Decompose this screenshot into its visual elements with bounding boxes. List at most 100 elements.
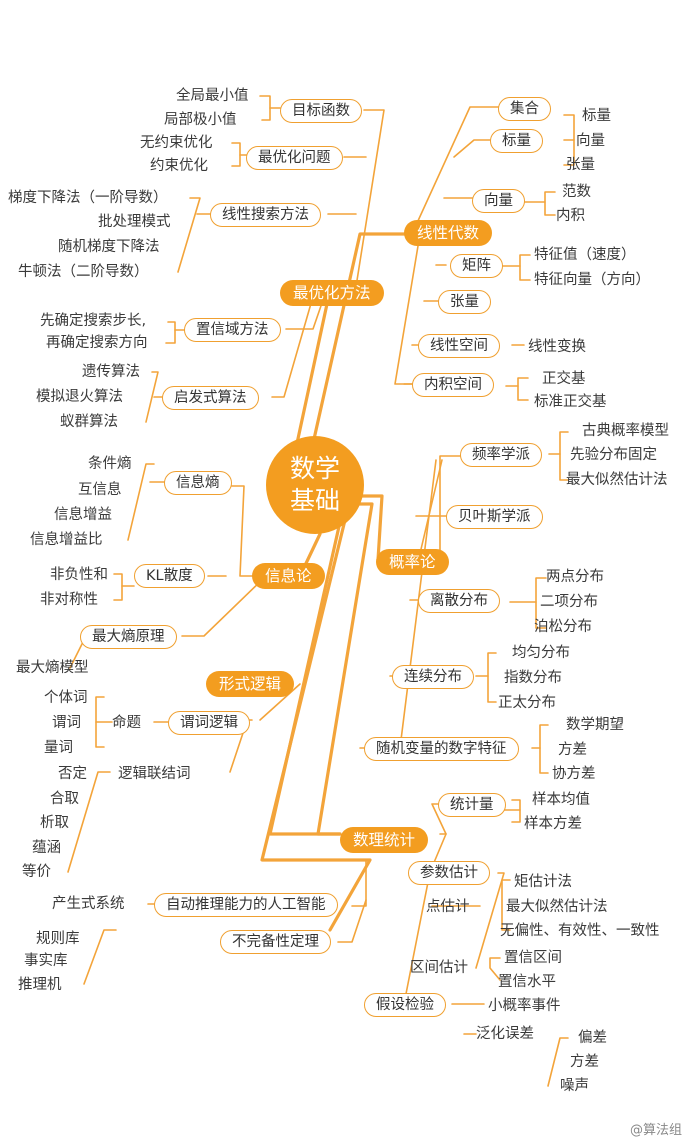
leaf-discrete-1: 两点分布: [546, 569, 604, 585]
node-point-estimation: 点估计: [426, 899, 470, 915]
leaf-problem-1: 无约束优化: [140, 135, 213, 151]
leaf-vector-2: 内积: [556, 208, 585, 224]
leaf-freq-2: 先验分布固定: [570, 447, 657, 463]
leaf-interval-1: 置信区间: [504, 950, 562, 966]
node-production-system: 产生式系统: [52, 896, 125, 912]
leaf-vector-1: 范数: [562, 184, 591, 200]
node-objective: 目标函数: [280, 99, 362, 123]
leaf-conn-5: 等价: [22, 864, 51, 880]
branch-linear-algebra: 线性代数: [404, 220, 493, 246]
leaf-discrete-2: 二项分布: [540, 594, 598, 610]
leaf-heuristic-3: 蚁群算法: [60, 414, 118, 430]
leaf-linear-transform: 线性变换: [528, 339, 586, 355]
node-vector: 向量: [472, 189, 525, 213]
leaf-point-1: 矩估计法: [514, 874, 572, 890]
leaf-point-3: 无偏性、有效性、一致性: [500, 923, 660, 939]
node-trust-region: 置信域方法: [184, 318, 281, 342]
node-incompleteness: 不完备性定理: [220, 930, 331, 954]
leaf-conn-2: 合取: [50, 791, 79, 807]
node-predicate-logic: 谓词逻辑: [168, 711, 250, 735]
leaf-matrix-1: 特征值（速度）: [534, 247, 636, 263]
center-node: 数学 基础: [266, 436, 364, 534]
leaf-features-1: 数学期望: [566, 717, 624, 733]
leaf-statistic-1: 样本均值: [532, 792, 590, 808]
node-statistic: 统计量: [438, 793, 506, 817]
node-heuristic: 启发式算法: [162, 386, 259, 410]
leaf-continuous-2: 指数分布: [504, 670, 562, 686]
node-connectives: 逻辑联结词: [118, 766, 191, 782]
leaf-hypothesis-2: 泛化误差: [476, 1026, 534, 1042]
leaf-scalar-3: 张量: [566, 157, 595, 173]
leaf-continuous-3: 正太分布: [498, 695, 556, 711]
node-numeric-features: 随机变量的数字特征: [364, 737, 519, 761]
leaf-heuristic-1: 遗传算法: [82, 364, 140, 380]
leaf-line-search-3: 随机梯度下降法: [58, 239, 160, 255]
node-param-estimation: 参数估计: [408, 861, 490, 885]
leaf-scalar-1: 标量: [582, 108, 611, 124]
leaf-objective-1: 全局最小值: [176, 88, 249, 104]
leaf-continuous-1: 均匀分布: [512, 645, 570, 661]
node-bayesian: 贝叶斯学派: [446, 505, 543, 529]
leaf-conn-1: 否定: [58, 766, 87, 782]
leaf-prop-2: 谓词: [52, 715, 81, 731]
branch-information-theory: 信息论: [252, 563, 325, 589]
leaf-features-3: 协方差: [552, 766, 596, 782]
node-max-entropy: 最大熵原理: [80, 625, 177, 649]
leaf-interval-2: 置信水平: [498, 974, 556, 990]
leaf-freq-3: 最大似然估计法: [566, 472, 668, 488]
leaf-matrix-2: 特征向量（方向）: [534, 272, 650, 288]
node-auto-reasoning: 自动推理能力的人工智能: [154, 893, 338, 917]
node-matrix: 矩阵: [450, 254, 503, 278]
node-opt-problem: 最优化问题: [246, 146, 343, 170]
node-proposition: 命题: [112, 715, 141, 731]
branch-optimization: 最优化方法: [280, 280, 384, 306]
leaf-conn-4: 蕴涵: [32, 840, 61, 856]
branch-formal-logic: 形式逻辑: [206, 671, 295, 697]
leaf-trust-1: 先确定搜索步长,: [40, 313, 147, 329]
leaf-inner-1: 正交基: [542, 371, 586, 387]
leaf-max-entropy-model: 最大熵模型: [16, 660, 89, 676]
center-label-1: 数学: [289, 454, 340, 483]
watermark: @算法组: [629, 1123, 682, 1138]
node-interval-estimation: 区间估计: [410, 960, 468, 976]
node-tensor: 张量: [438, 290, 491, 314]
node-scalar: 标量: [490, 129, 543, 153]
leaf-heuristic-2: 模拟退火算法: [36, 389, 123, 405]
leaf-discrete-3: 泊松分布: [534, 619, 592, 635]
node-inner-product-space: 内积空间: [412, 373, 494, 397]
leaf-prop-1: 个体词: [44, 690, 88, 706]
leaf-line-search-2: 批处理模式: [98, 214, 171, 230]
node-entropy: 信息熵: [164, 471, 232, 495]
leaf-error-2: 方差: [570, 1054, 599, 1070]
leaf-line-search-1: 梯度下降法（一阶导数）: [8, 190, 168, 206]
leaf-line-search-4: 牛顿法（二阶导数）: [18, 264, 149, 280]
center-label-2: 基础: [289, 486, 340, 515]
node-set: 集合: [498, 97, 551, 121]
leaf-scalar-2: 向量: [576, 133, 605, 149]
leaf-problem-2: 约束优化: [150, 158, 208, 174]
leaf-inner-2: 标准正交基: [534, 394, 607, 410]
leaf-entropy-3: 信息增益: [54, 507, 112, 523]
leaf-freq-1: 古典概率模型: [582, 423, 669, 439]
node-hypothesis-test: 假设检验: [364, 993, 446, 1017]
leaf-statistic-2: 样本方差: [524, 816, 582, 832]
leaf-kl-2: 非对称性: [40, 592, 98, 608]
leaf-conn-3: 析取: [40, 815, 69, 831]
branch-probability: 概率论: [376, 549, 449, 575]
leaf-point-2: 最大似然估计法: [506, 899, 608, 915]
node-line-search: 线性搜索方法: [210, 203, 321, 227]
leaf-kl-1: 非负性和: [50, 567, 108, 583]
leaf-error-1: 偏差: [578, 1030, 607, 1046]
node-frequentist: 频率学派: [460, 443, 542, 467]
node-kl-divergence: KL散度: [134, 564, 205, 588]
leaf-entropy-4: 信息增益比: [30, 532, 103, 548]
leaf-objective-2: 局部极小值: [164, 112, 237, 128]
leaf-production-3: 推理机: [18, 977, 62, 993]
branch-statistics: 数理统计: [340, 827, 429, 853]
leaf-entropy-1: 条件熵: [88, 456, 132, 472]
leaf-hypothesis-1: 小概率事件: [488, 998, 561, 1014]
leaf-trust-2: 再确定搜索方向: [46, 335, 148, 351]
leaf-production-2: 事实库: [24, 953, 68, 969]
